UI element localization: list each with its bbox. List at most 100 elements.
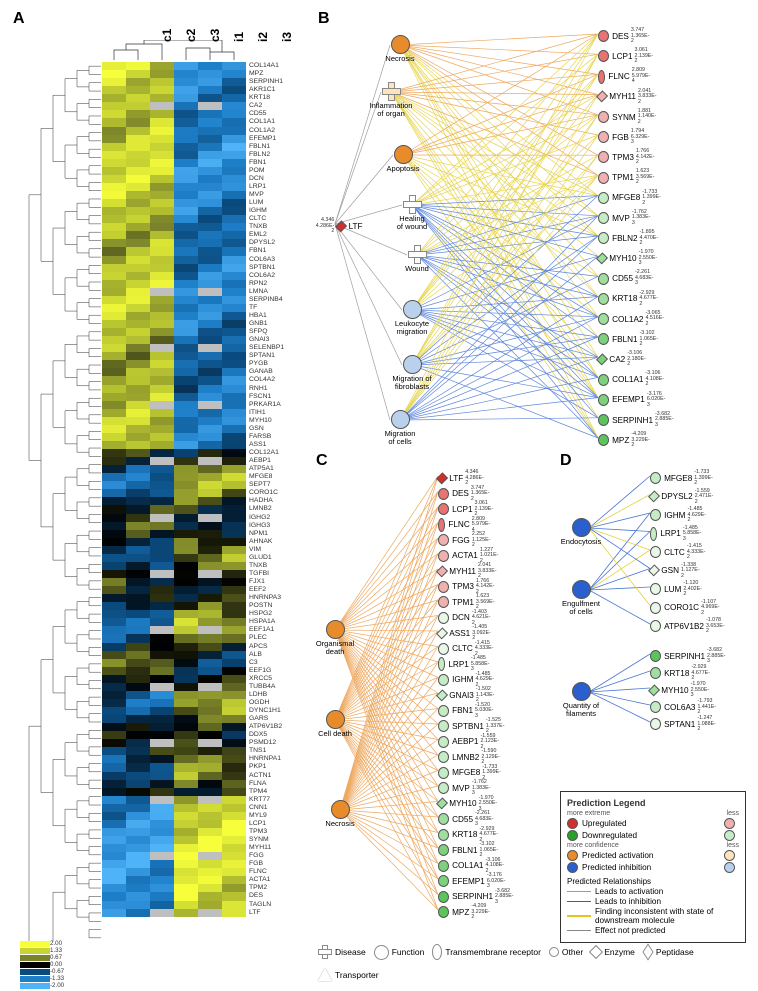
gene-label: GANAB — [249, 368, 284, 376]
gene-label: RPN2 — [249, 280, 284, 288]
bio-node-fibro: Migration offibroblasts — [383, 355, 441, 391]
gene-label: LTF — [249, 909, 284, 917]
gene-label: C3 — [249, 659, 284, 667]
gene-label: PKP1 — [249, 763, 284, 771]
heatmap-row — [102, 683, 246, 691]
heatmap-row — [102, 691, 246, 699]
gene-node-krt18: KRT18-2.9294.677E-2 — [650, 665, 711, 682]
heatmap-row — [102, 731, 246, 739]
bio-node-leuk: Leukocytemigration — [383, 300, 441, 336]
gene-label: PRKAR1A — [249, 401, 284, 409]
gene-labels: COL14A1MPZSERPINH1AKR1C1KRT18CA2CD55COL1… — [249, 62, 284, 917]
gene-label: HSPG2 — [249, 610, 284, 618]
heatmap-row — [102, 804, 246, 812]
gene-node-flnc: FLNC2.8095.979E-4 — [598, 68, 651, 85]
gene-node-ca2: CA2-3.1062.180E-2 — [598, 351, 647, 368]
heatmap-row — [102, 505, 246, 513]
heatmap-row — [102, 280, 246, 288]
gene-label: PSMD12 — [249, 739, 284, 747]
gene-label: COL6A3 — [249, 256, 284, 264]
bio-node-migcells: Migrationof cells — [371, 410, 429, 446]
heatmap-row — [102, 239, 246, 247]
gene-label: EFEMP1 — [249, 135, 284, 143]
bio-node-celldeath: Cell death — [306, 710, 364, 738]
gene-label: COL1A2 — [249, 127, 284, 135]
gene-label: HSPA1A — [249, 618, 284, 626]
heatmap-row — [102, 892, 246, 900]
gene-label: TGFBI — [249, 570, 284, 578]
heatmap-row — [102, 699, 246, 707]
heatmap-row — [102, 522, 246, 530]
gene-node-fbln2: FBLN2-1.8954.470E-2 — [598, 230, 659, 247]
heatmap-row — [102, 610, 246, 618]
heatmap-row — [102, 360, 246, 368]
gene-label: XRCC5 — [249, 675, 284, 683]
gene-node-ighm: IGHM-1.4854.629E-2 — [650, 507, 707, 524]
column-label: i2 — [256, 18, 270, 42]
heatmap-row — [102, 441, 246, 449]
heatmap-row — [102, 110, 246, 118]
gene-label: DCN — [249, 175, 284, 183]
heatmap-row — [102, 570, 246, 578]
gene-label: SERPINH1 — [249, 78, 284, 86]
gene-node-myh10: MYH10-1.9702.550E-3 — [598, 250, 658, 267]
gene-node-cd55: CD55-2.2614.683E-3 — [598, 270, 655, 287]
heatmap-row — [102, 820, 246, 828]
gene-label: GSN — [249, 425, 284, 433]
heatmap-row — [102, 626, 246, 634]
bio-node-necrosis: Necrosis — [371, 35, 429, 63]
gene-label: CORO1C — [249, 489, 284, 497]
heatmap-row — [102, 417, 246, 425]
panel-b-label: B — [318, 10, 330, 28]
heatmap-row — [102, 884, 246, 892]
gene-node-mfge8: MFGE8-1.7331.399E-2 — [598, 190, 662, 207]
gene-label: TNS1 — [249, 747, 284, 755]
gene-node-mpz: MPZ-4.2093.229E-2 — [438, 904, 491, 921]
heatmap-row — [102, 344, 246, 352]
heatmap-panel: c1c2c3i1i2i3 COL14A1MPZSERPINH1AKR1C1KRT… — [10, 22, 312, 952]
gene-label: DDX5 — [249, 731, 284, 739]
heatmap-row — [102, 739, 246, 747]
gene-label: FLNC — [249, 868, 284, 876]
heatmap-row — [102, 401, 246, 409]
bio-node-endo: Endocytosis — [552, 518, 610, 546]
gene-label: ATP5A1 — [249, 465, 284, 473]
heatmap-row — [102, 159, 246, 167]
gene-node-tpm3: TPM31.7664.142E-2 — [598, 149, 655, 166]
heatmap-row — [102, 127, 246, 135]
heatmap-row — [102, 497, 246, 505]
gene-label: LCP1 — [249, 820, 284, 828]
gene-node-lcp1: LCP13.0612.139E-2 — [598, 48, 654, 65]
gene-node-mfge8: MFGE8-1.7331.399E-2 — [650, 470, 714, 487]
gene-node-coro1c: CORO1C-1.1074.969E-2 — [650, 600, 721, 617]
gene-node-mfge8: MFGE8-1.7331.399E-2 — [438, 765, 502, 782]
heatmap-row — [102, 473, 246, 481]
gene-label: AEBP1 — [249, 457, 284, 465]
heatmap-row — [102, 328, 246, 336]
heatmap-row — [102, 554, 246, 562]
gene-label: TF — [249, 304, 284, 312]
gene-label: EEF1G — [249, 667, 284, 675]
heatmap-row — [102, 368, 246, 376]
heatmap-row — [102, 763, 246, 771]
row-dendrogram — [16, 62, 101, 942]
gene-label: MFGE8 — [249, 473, 284, 481]
heatmap-row — [102, 151, 246, 159]
gene-node-serpinh1: SERPINH1-3.6822.885E-3 — [598, 412, 675, 429]
panel-c-label: C — [316, 452, 328, 470]
heatmap-row — [102, 167, 246, 175]
gene-node-col1a1: COL1A1-3.1064.108E-2 — [598, 371, 665, 388]
gene-label: EEF1A1 — [249, 626, 284, 634]
gene-label: ATP6V1B2 — [249, 723, 284, 731]
shape-legend-item: Other — [549, 947, 583, 957]
column-label: c1 — [160, 18, 174, 42]
gene-label: CA2 — [249, 102, 284, 110]
gene-label: MYL9 — [249, 812, 284, 820]
bio-node-wound: Wound — [388, 245, 446, 273]
gene-label: POSTN — [249, 602, 284, 610]
heatmap-row — [102, 780, 246, 788]
heatmap-row — [102, 618, 246, 626]
heatmap-row — [102, 385, 246, 393]
gene-label: FGB — [249, 860, 284, 868]
gene-node-mvp: MVP-1.7621.383E-3 — [598, 210, 651, 227]
